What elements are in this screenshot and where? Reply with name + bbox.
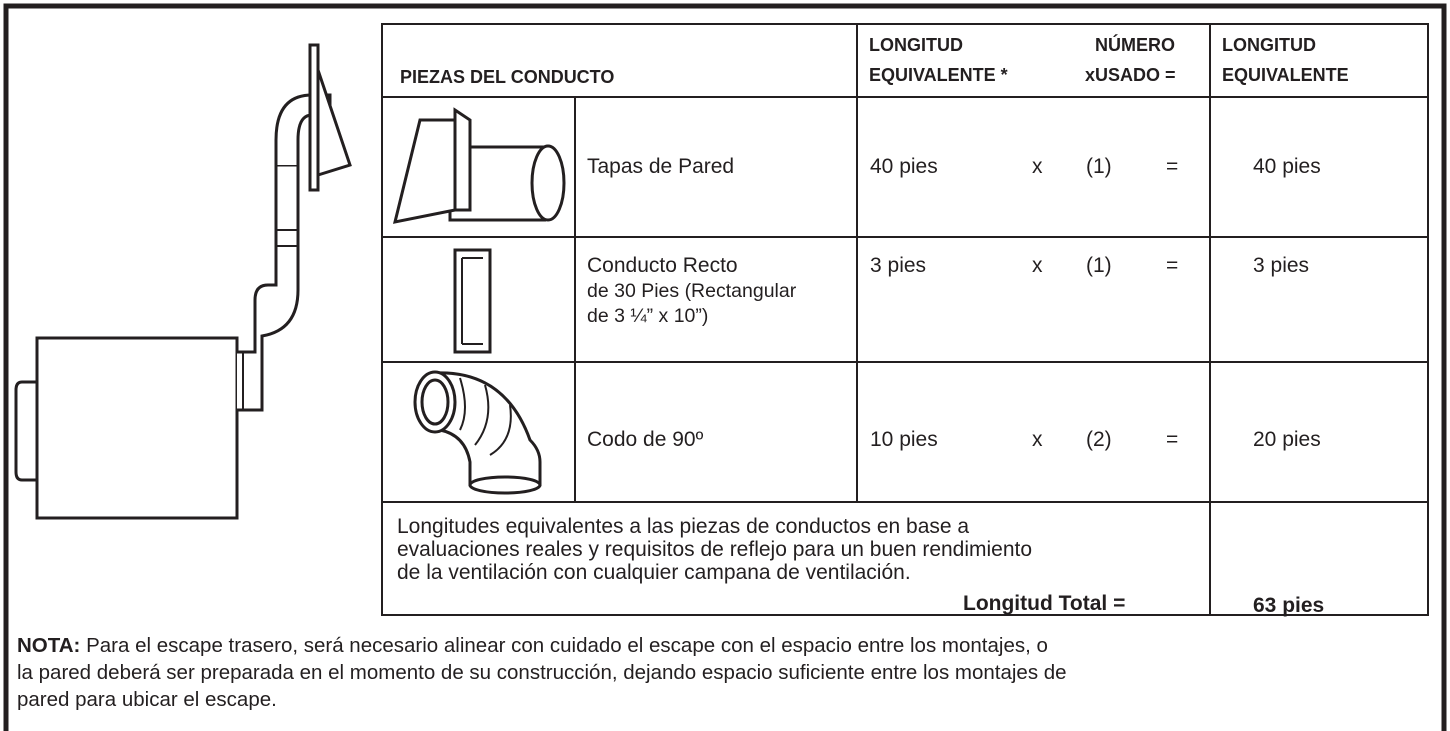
footnote-line: Longitudes equivalentes a las piezas de …: [397, 515, 970, 538]
note-text: Para el escape trasero, será necesario a…: [86, 634, 1048, 657]
times: x: [1032, 428, 1043, 451]
header-cell: xUSADO =: [1085, 65, 1176, 85]
total-value: 63 pies: [1253, 594, 1325, 617]
length: 3 pies: [870, 254, 927, 277]
equals: =: [1166, 428, 1179, 451]
note-line: pared para ubicar el escape.: [17, 688, 277, 711]
header-cell: NÚMERO: [1095, 35, 1175, 55]
count: (2): [1086, 428, 1112, 451]
header-cell: EQUIVALENTE *: [869, 65, 1008, 85]
count: (1): [1086, 254, 1112, 277]
piece-name: Codo de 90º: [587, 428, 704, 451]
total: 3 pies: [1253, 254, 1310, 277]
total: 40 pies: [1253, 155, 1321, 178]
total: 20 pies: [1253, 428, 1321, 451]
piece-name: Conducto Recto: [587, 254, 738, 277]
footnote-line: evaluaciones reales y requisitos de refl…: [397, 538, 1033, 561]
hood-illustration: [14, 43, 352, 520]
times: x: [1032, 155, 1043, 178]
elbow-icon: [413, 370, 542, 495]
piece-name: de 3 ¼” x 10”): [587, 305, 709, 327]
header-cell: LONGITUD: [1222, 35, 1316, 55]
total-label: Longitud Total =: [963, 592, 1126, 615]
length: 40 pies: [870, 155, 938, 178]
length: 10 pies: [870, 428, 938, 451]
note-label: NOTA:: [17, 634, 81, 657]
piece-name: Tapas de Pared: [587, 155, 735, 178]
frame: [3, 3, 1447, 731]
wall-cap-icon: [392, 107, 566, 224]
header-cell: LONGITUD: [869, 35, 963, 55]
equals: =: [1166, 254, 1179, 277]
note-line: la pared deberá ser preparada en el mome…: [17, 661, 1067, 684]
footnote: Longitudes equivalentes a las piezas de …: [397, 515, 1032, 584]
piece-name: de 30 Pies (Rectangular: [587, 280, 797, 302]
header-cell: EQUIVALENTE: [1222, 65, 1349, 85]
note-line: NOTA: Para el escape trasero, será neces…: [17, 632, 1067, 659]
table-grid: [381, 23, 1429, 616]
note: NOTA: Para el escape trasero, será neces…: [17, 632, 1067, 713]
straight-duct-icon: [453, 248, 492, 354]
footnote-line: de la ventilación con cualquier campana …: [397, 561, 911, 584]
times: x: [1032, 254, 1043, 277]
equals: =: [1166, 155, 1179, 178]
header-cell: PIEZAS DEL CONDUCTO: [400, 67, 615, 87]
count: (1): [1086, 155, 1112, 178]
